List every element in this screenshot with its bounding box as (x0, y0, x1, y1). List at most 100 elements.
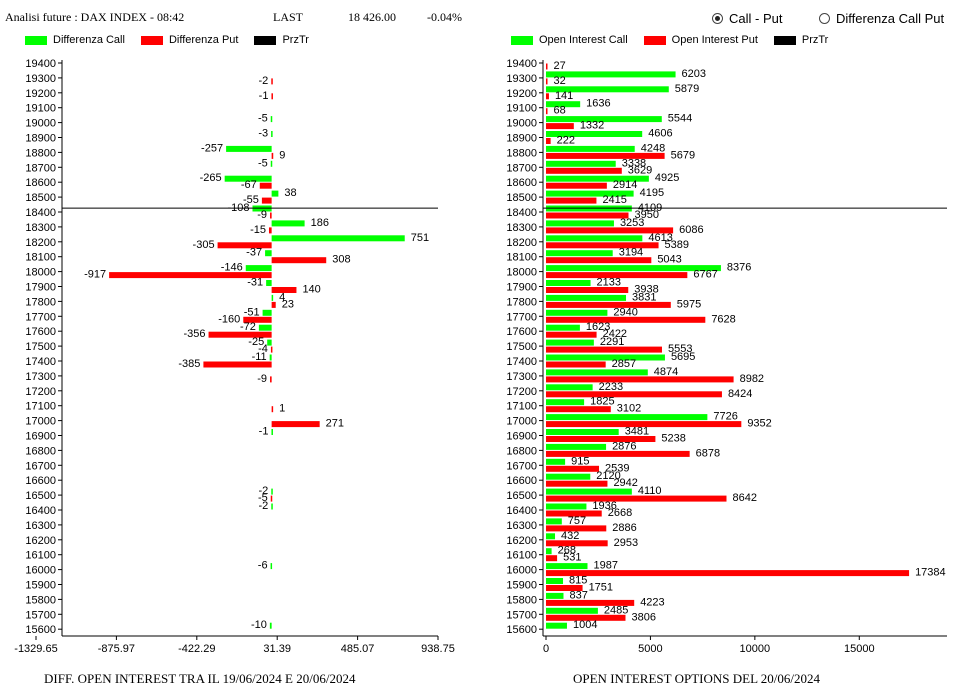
bar-call (546, 384, 593, 391)
y-tick-label: 16900 (506, 431, 537, 443)
bar-call (269, 354, 272, 361)
bar-call (546, 160, 616, 167)
app-title: Analisi future : DAX INDEX - 08:42 (5, 10, 185, 24)
bar-put (259, 182, 272, 189)
bar-call (271, 235, 405, 242)
bar-call (546, 339, 594, 346)
bar-put (546, 614, 626, 621)
data-label-call: 2120 (596, 470, 620, 482)
data-label-put: 2539 (605, 462, 629, 474)
bar-put (203, 361, 272, 368)
y-tick-label: 19100 (506, 103, 537, 115)
x-tick-label: 31.39 (263, 643, 291, 655)
bar-put (546, 316, 706, 323)
bar-call (546, 563, 588, 570)
data-label-call: 2233 (599, 381, 623, 393)
y-tick-label: 16600 (506, 475, 537, 487)
data-label-call: 1987 (593, 560, 617, 572)
bar-put (546, 227, 674, 234)
y-tick-label: 19000 (25, 118, 56, 130)
bar-put (546, 167, 622, 174)
data-label-put: 6767 (693, 269, 717, 281)
bar-call (546, 548, 552, 555)
bar-call (270, 563, 273, 570)
bar-put (546, 78, 548, 85)
y-tick-label: 17700 (506, 311, 537, 323)
bar-put (271, 93, 273, 100)
bar-put (546, 555, 558, 562)
legend-item-diff-put: Differenza Put (140, 34, 238, 46)
y-tick-label: 18500 (506, 192, 537, 204)
bar-call (271, 503, 273, 510)
data-label-put: 1751 (589, 582, 613, 594)
y-tick-label: 17200 (506, 386, 537, 398)
bar-call (546, 71, 676, 78)
y-tick-label: 18300 (506, 222, 537, 234)
y-tick-label: 16800 (506, 445, 537, 457)
y-tick-label: 17700 (25, 311, 56, 323)
bar-call (546, 354, 665, 361)
data-label-call: -10 (251, 619, 267, 631)
data-label-put: -15 (250, 224, 266, 236)
data-label-call: 4874 (654, 366, 678, 378)
data-label-put: -55 (243, 194, 259, 206)
x-tick-label: -1329.65 (14, 643, 57, 655)
y-tick-label: 16800 (25, 445, 56, 457)
bar-put (546, 495, 727, 502)
bar-call (271, 294, 274, 301)
radio-call-put[interactable]: Call - Put (712, 11, 782, 26)
data-label-call: -1 (259, 426, 269, 438)
data-label-put: 6086 (679, 224, 703, 236)
data-label-call: 432 (561, 530, 579, 542)
bar-call (546, 503, 587, 510)
legend-item-oi-call: Open Interest Call (511, 34, 628, 46)
bar-call (546, 592, 564, 599)
data-label-call: -3 (258, 128, 268, 140)
data-label-put: 5975 (677, 298, 701, 310)
data-label-call: 8376 (727, 262, 751, 274)
data-label-call: -2 (259, 500, 269, 512)
data-label-call: 757 (568, 515, 586, 527)
data-label-put: 2886 (612, 522, 636, 534)
y-tick-label: 15700 (506, 609, 537, 621)
data-label-call: 4248 (641, 142, 665, 154)
y-tick-label: 15700 (25, 609, 56, 621)
y-tick-label: 18100 (25, 252, 56, 264)
y-tick-label: 17800 (506, 296, 537, 308)
y-tick-label: 18700 (25, 162, 56, 174)
data-label-call: 751 (411, 232, 429, 244)
data-label-call: 38 (284, 187, 296, 199)
y-tick-label: 17300 (25, 371, 56, 383)
y-tick-label: 18000 (25, 267, 56, 279)
bar-put (546, 346, 662, 353)
data-label-put: 5553 (668, 343, 692, 355)
y-tick-label: 17500 (25, 341, 56, 353)
data-label-put: -385 (178, 358, 200, 370)
bar-put (546, 242, 659, 249)
data-label-call: 1636 (586, 98, 610, 110)
bar-call (546, 116, 662, 123)
bar-put (546, 212, 629, 219)
data-label-call: 7726 (713, 411, 737, 423)
data-label-put: 5389 (665, 239, 689, 251)
bar-call (546, 86, 669, 93)
y-tick-label: 16700 (25, 460, 56, 472)
last-label: LAST (273, 10, 303, 24)
y-tick-label: 18400 (506, 207, 537, 219)
data-label-put: 8642 (732, 492, 756, 504)
bar-call (262, 309, 272, 316)
data-label-call: -5 (258, 113, 268, 125)
radio-diff-call-put[interactable]: Differenza Call Put (819, 11, 944, 26)
bar-put (546, 152, 665, 159)
data-label-call: 3194 (619, 247, 643, 259)
data-label-call: 268 (558, 545, 576, 557)
bar-call (546, 473, 591, 480)
y-tick-label: 17300 (506, 371, 537, 383)
y-tick-label: 19100 (25, 103, 56, 115)
data-label-call: 5544 (668, 113, 692, 125)
y-tick-label: 18300 (25, 222, 56, 234)
bar-call (269, 622, 272, 629)
y-tick-label: 15800 (506, 594, 537, 606)
bar-put (546, 272, 688, 279)
data-label-call: 4195 (640, 187, 664, 199)
